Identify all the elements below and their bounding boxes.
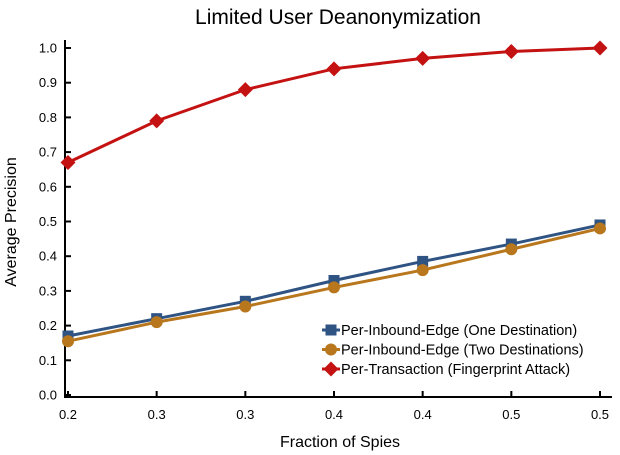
legend-item: Per-Inbound-Edge (Two Destinations) <box>322 343 584 359</box>
y-tick-label: 0.8 <box>39 110 57 125</box>
legend-diamond-marker-icon <box>323 361 339 377</box>
y-tick-label: 0.9 <box>39 75 57 90</box>
data-point <box>328 281 340 294</box>
legend-label: Per-Transaction (Fingerprint Attack) <box>341 362 570 378</box>
data-point <box>594 222 606 235</box>
y-tick-label: 0.7 <box>39 145 57 160</box>
y-tick-label: 0.0 <box>39 388 57 403</box>
chart-title: Limited User Deanonymization <box>195 6 481 29</box>
legend-item: Per-Inbound-Edge (One Destination) <box>322 323 577 339</box>
legend-square-marker-icon <box>325 324 337 336</box>
data-point <box>239 300 252 313</box>
legend-item: Per-Transaction (Fingerprint Attack) <box>322 361 570 378</box>
x-tick-label: 0.3 <box>236 407 254 422</box>
data-point <box>62 335 74 348</box>
y-axis-label: Average Precision <box>3 157 20 287</box>
data-point <box>416 264 429 277</box>
x-tick-label: 0.2 <box>59 407 77 422</box>
legend-label: Per-Inbound-Edge (One Destination) <box>341 323 577 339</box>
y-tick-label: 1.0 <box>39 41 57 56</box>
y-tick-label: 0.3 <box>39 283 57 298</box>
y-tick-label: 0.2 <box>39 318 57 333</box>
x-axis-label: Fraction of Spies <box>280 434 400 451</box>
x-tick-label: 0.4 <box>414 407 432 422</box>
data-point <box>150 316 163 329</box>
data-point <box>328 274 340 286</box>
legend: Per-Inbound-Edge (One Destination) Per-In… <box>322 323 584 378</box>
x-tick-label: 0.3 <box>148 407 166 422</box>
data-point <box>417 255 429 267</box>
data-point <box>237 82 253 98</box>
data-point <box>505 243 518 256</box>
x-tick-label: 0.4 <box>325 407 343 422</box>
data-point <box>415 50 431 66</box>
legend-circle-marker-icon <box>325 343 337 356</box>
data-point <box>60 155 76 171</box>
data-point <box>149 113 165 129</box>
y-tick-label: 0.6 <box>39 179 57 194</box>
x-tick-label: 0.5 <box>591 407 609 422</box>
data-point <box>326 61 342 77</box>
y-tick-label: 0.1 <box>39 353 57 368</box>
data-point <box>592 40 608 56</box>
data-point <box>503 43 519 59</box>
y-tick-label: 0.5 <box>39 214 57 229</box>
plot-area: 0.2 0.3 0.3 0.4 0.4 0.5 0.5 0.0 0.1 0.2 0.3 0.4 0.5 0… <box>39 40 612 422</box>
y-tick-label: 0.4 <box>39 249 57 264</box>
legend-label: Per-Inbound-Edge (Two Destinations) <box>341 343 584 359</box>
x-tick-label: 0.5 <box>502 407 520 422</box>
